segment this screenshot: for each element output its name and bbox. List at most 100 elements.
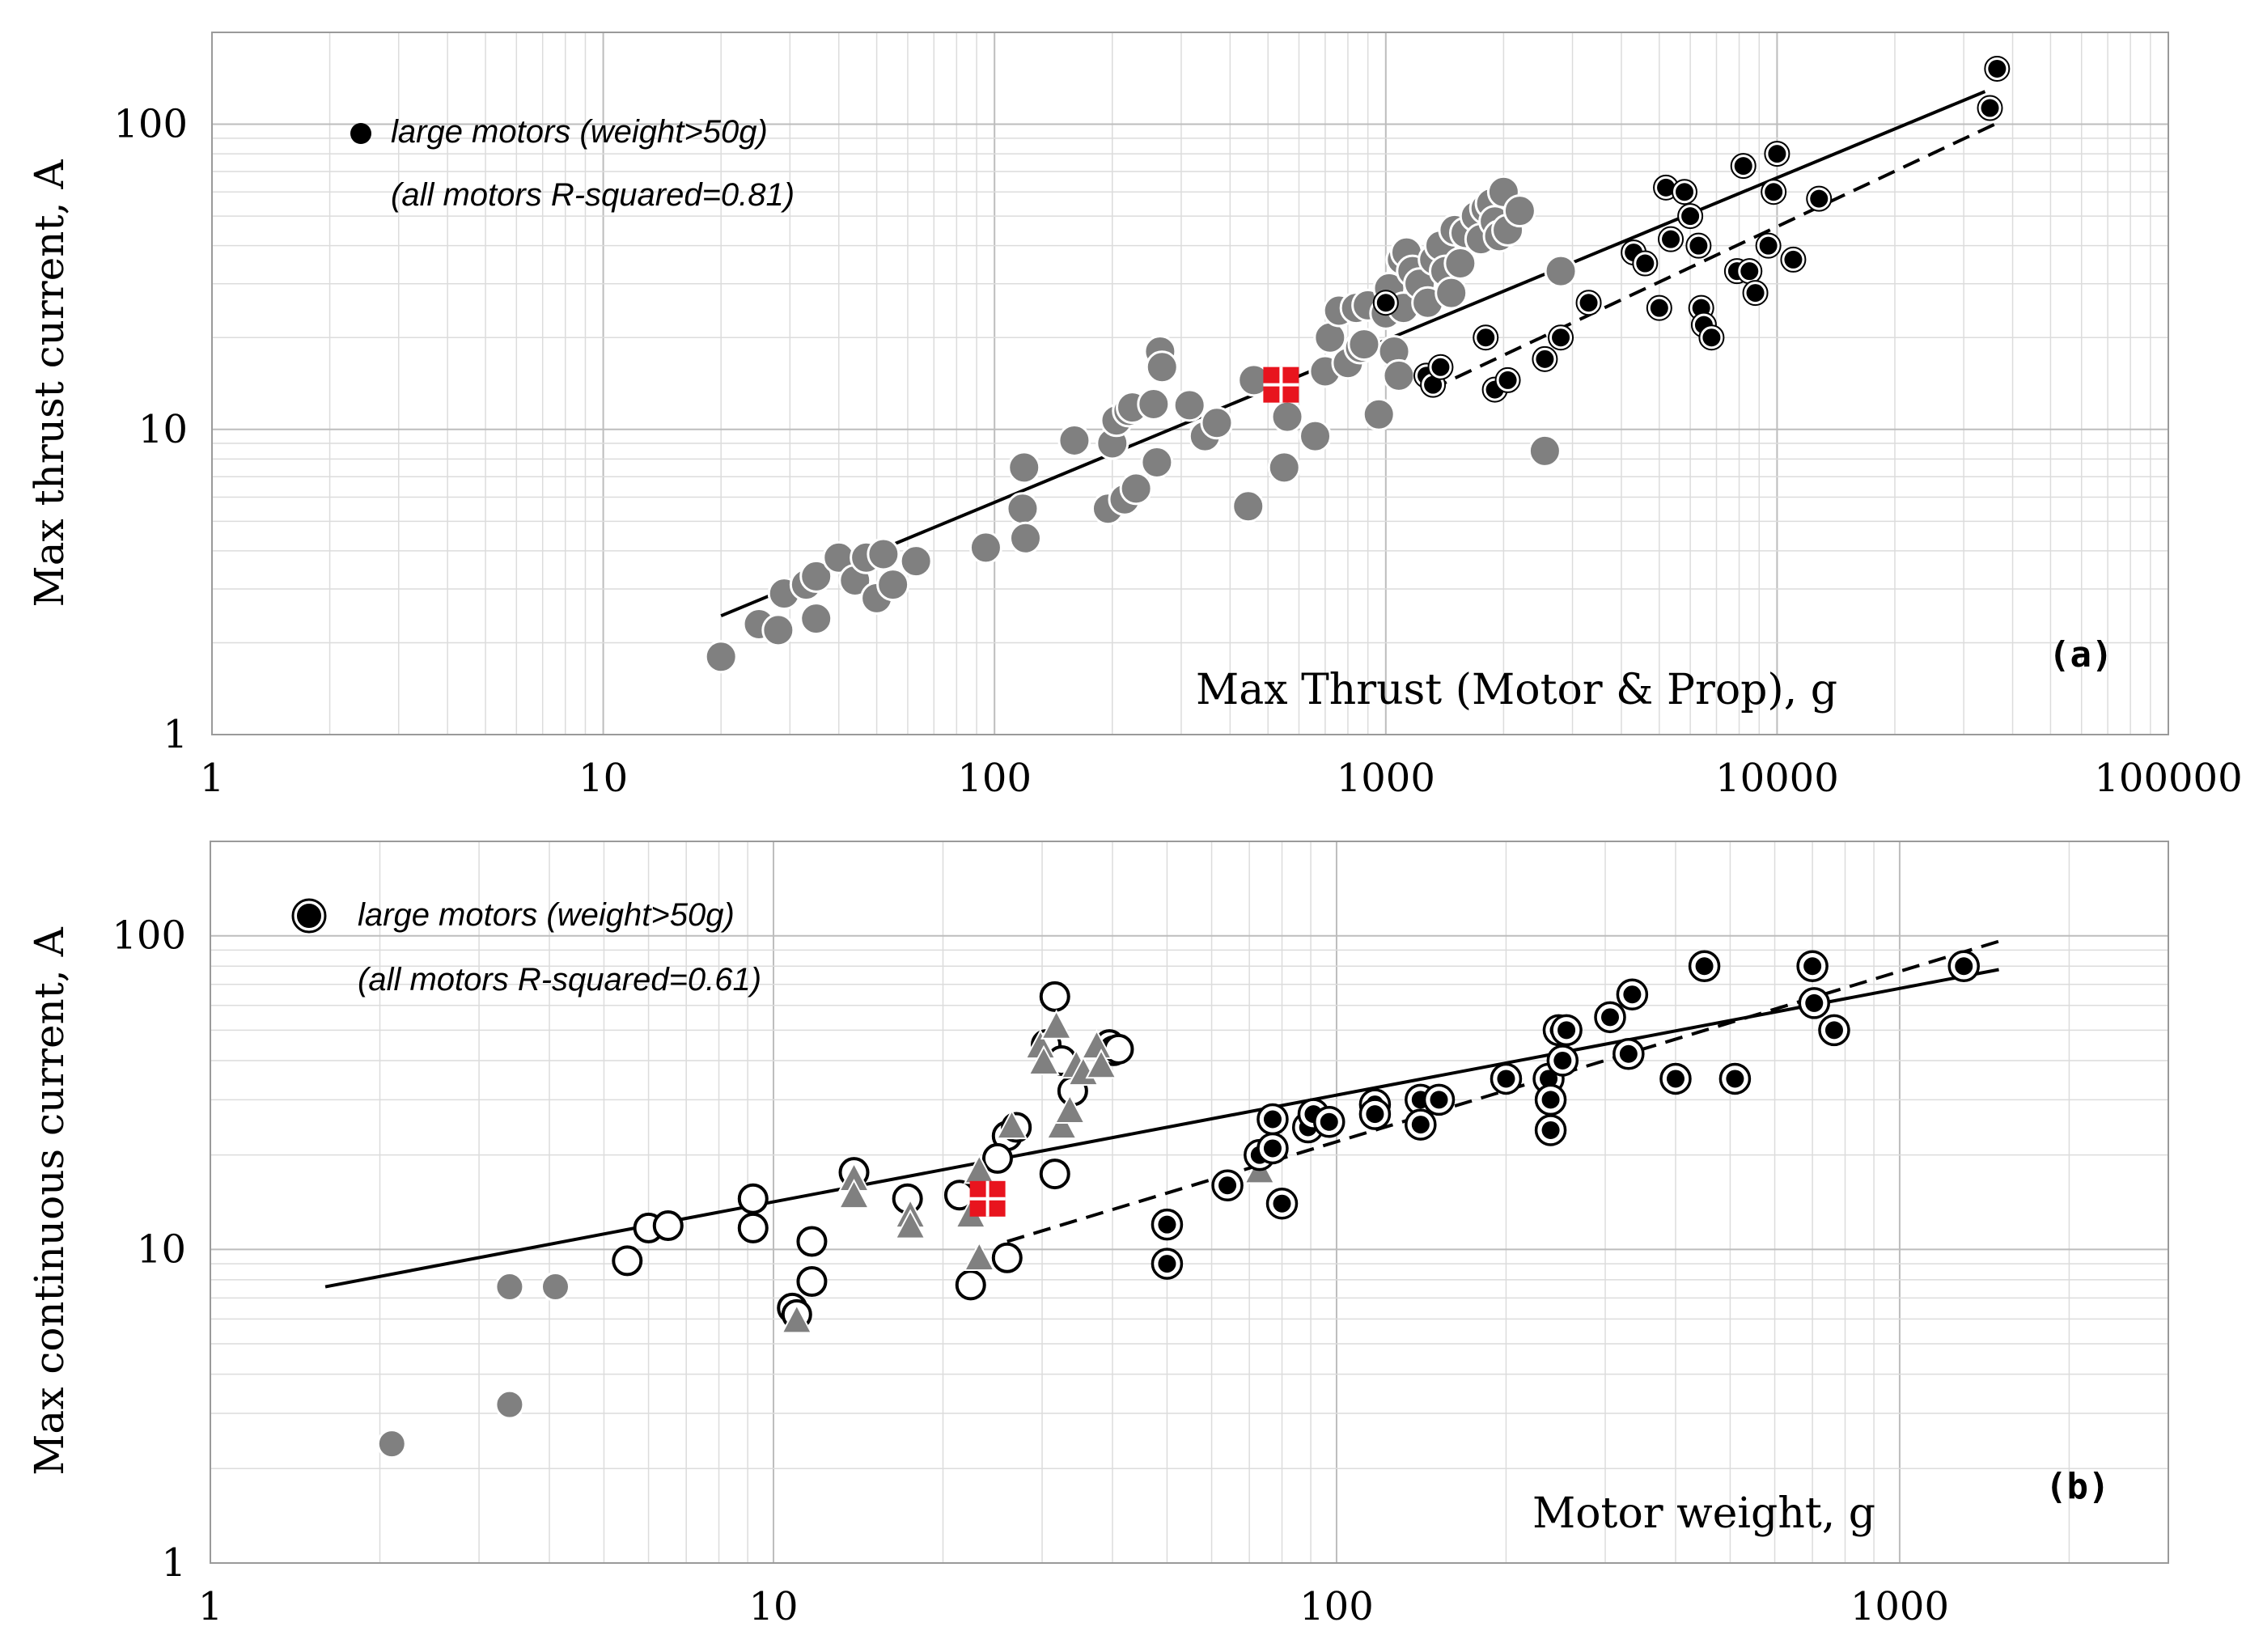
data-point-large-motor-core [1430, 1091, 1448, 1109]
fit-line-solid [324, 968, 1999, 1289]
panel-b-legend-marker [294, 900, 324, 931]
data-point-large-motor-core [1579, 294, 1598, 312]
panel-a-legend-label: large motors (weight>50g) [391, 114, 768, 150]
panel-b-points [376, 950, 1980, 1459]
data-point-small-motor [1006, 492, 1040, 526]
data-point-large-motor-core [1619, 1044, 1638, 1063]
data-point-small-motor [867, 537, 901, 571]
data-point-small-motor [1435, 276, 1468, 310]
data-point-large-motor-core [1601, 1008, 1620, 1027]
data-point-large-motor-core [1477, 328, 1495, 347]
data-point-large-motor-core [1431, 358, 1450, 376]
data-point-open [796, 1266, 828, 1298]
data-point-large-motor-core [1681, 207, 1700, 226]
panel-a-label: (a) [2049, 634, 2113, 676]
data-point-large-motor-core [1740, 262, 1759, 281]
data-point-small-motor [899, 544, 933, 578]
data-point-large-motor-core [1650, 299, 1668, 317]
data-point-small-motor [1172, 388, 1206, 422]
data-point-large-motor-core [1320, 1112, 1338, 1131]
panel-a-y-ticks: 1 10 100 [113, 102, 188, 757]
data-point-large-motor-core [1263, 1110, 1282, 1129]
data-point-open [612, 1245, 643, 1277]
panel-b-legend-marker-ring [291, 898, 327, 934]
data-point-large-motor-core [1552, 328, 1570, 347]
data-point-large-motor-core [1498, 371, 1517, 389]
data-point-triangle [963, 1240, 996, 1271]
data-point-large-motor-core [1803, 957, 1822, 976]
x-tick-label: 10000 [1715, 756, 1839, 801]
data-point-open [737, 1183, 769, 1214]
data-point-small-motor [1270, 400, 1304, 434]
data-point-open [1039, 981, 1070, 1012]
data-point-triangle [995, 1108, 1028, 1140]
data-point-large-motor-core [1810, 189, 1829, 208]
data-point-small-motor [1347, 328, 1381, 362]
data-point-small-motor [1528, 434, 1562, 468]
data-point-large-motor-core [1623, 985, 1642, 1004]
data-point-large-motor-core [1424, 375, 1443, 394]
data-point-large-motor-core [1768, 145, 1786, 163]
data-point-small-motor [1008, 521, 1042, 555]
panel-b-legend-note: (all motors R-squared=0.61) [358, 962, 761, 998]
panel-b-x-ticks: 1 10 100 1000 [198, 1584, 1949, 1629]
data-point-large-motor-core [1695, 957, 1714, 976]
data-point-large-motor-core [1726, 1070, 1744, 1088]
data-point-large-motor-core [1702, 328, 1721, 347]
data-point-small-motor [1057, 423, 1091, 457]
data-point-small-motor [1502, 194, 1536, 228]
data-point-triangle [1085, 1048, 1117, 1079]
data-point-large-motor-core [1662, 230, 1680, 248]
x-tick-label: 10 [578, 756, 628, 801]
data-point-large-motor-core [1955, 957, 1973, 976]
data-point-open [955, 1269, 986, 1301]
data-point-large-motor-core [1746, 284, 1765, 303]
data-point-small-motor [494, 1272, 525, 1303]
data-point-large-motor-core [1263, 1139, 1282, 1158]
data-point-small-motor [494, 1389, 525, 1420]
data-point-large-motor-core [1541, 1091, 1560, 1109]
data-point-large-motor-core [1824, 1021, 1843, 1040]
x-tick-label: 1000 [1850, 1584, 1949, 1629]
panel-a-ylabel: Max thrust current, A [26, 159, 73, 608]
x-tick-label: 100000 [2094, 756, 2242, 801]
y-tick-label: 1 [161, 1540, 186, 1586]
data-point-small-motor [1007, 451, 1041, 485]
panel-a-xlabel: Max Thrust (Motor & Prop), g [1196, 666, 1837, 714]
data-point-large-motor-core [1805, 993, 1824, 1012]
data-point-open [652, 1210, 684, 1242]
data-point-triangle [894, 1209, 926, 1239]
panel-a: 1 10 100 1000 10000 100000 1 10 100 Max thrust … [26, 32, 2243, 801]
y-tick-label: 100 [112, 913, 186, 959]
data-point-open [796, 1226, 828, 1257]
data-point-large-motor-core [1666, 1070, 1685, 1088]
data-point-open [737, 1212, 769, 1243]
y-tick-label: 10 [137, 1226, 186, 1272]
panel-a-x-ticks: 1 10 100 1000 10000 100000 [200, 756, 2243, 801]
data-point-small-motor [876, 568, 910, 602]
panel-a-points [704, 55, 2011, 674]
y-tick-label: 1 [163, 712, 188, 757]
data-point-open [981, 1142, 1013, 1174]
data-point-small-motor [799, 559, 833, 593]
data-point-large-motor-core [1411, 1116, 1430, 1134]
data-point-large-motor-core [1553, 1051, 1572, 1070]
data-point-triangle [1040, 1009, 1073, 1040]
data-point-triangle [1045, 1108, 1078, 1140]
data-point-small-motor [1137, 388, 1171, 421]
data-point-small-motor [1200, 406, 1234, 440]
panel-b-grid [210, 841, 2169, 1564]
x-tick-label: 1000 [1337, 756, 1435, 801]
data-point-large-motor-core [1158, 1255, 1176, 1273]
y-tick-label: 100 [113, 102, 188, 147]
data-point-large-motor-core [1557, 1021, 1576, 1040]
fit-line-dashed [1006, 939, 2000, 1243]
data-point-small-motor [1544, 254, 1578, 288]
data-point-triangle [837, 1178, 871, 1209]
data-point-open [1039, 1159, 1070, 1190]
x-tick-label: 1 [198, 1584, 223, 1629]
data-point-small-motor [1119, 472, 1153, 506]
panel-b: 1 10 100 1000 1 10 100 Max continuous current… [26, 841, 2169, 1629]
data-point-large-motor-core [1540, 1070, 1558, 1088]
